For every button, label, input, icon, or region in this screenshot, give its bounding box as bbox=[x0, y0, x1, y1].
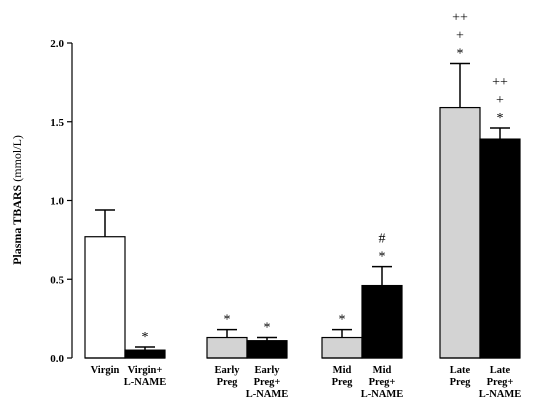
category-label: Preg+ bbox=[254, 377, 281, 388]
bar bbox=[479, 138, 521, 359]
significance-marker: ++ bbox=[452, 10, 468, 25]
category-label: Virgin bbox=[91, 365, 120, 376]
category-label: L-NAME bbox=[124, 377, 167, 388]
y-tick-label: 0.5 bbox=[50, 274, 64, 286]
bar bbox=[246, 340, 288, 359]
category-label: Late bbox=[450, 365, 471, 376]
significance-marker: * bbox=[457, 46, 464, 61]
bar bbox=[439, 106, 481, 359]
bar bbox=[206, 336, 248, 359]
category-label: Preg+ bbox=[369, 377, 396, 388]
significance-marker: ++ bbox=[492, 75, 508, 90]
y-tick-label: 2.0 bbox=[50, 38, 64, 50]
bar bbox=[84, 236, 126, 359]
category-label: Early bbox=[254, 365, 280, 376]
bar bbox=[361, 284, 403, 359]
bars bbox=[84, 62, 521, 359]
category-label: L-NAME bbox=[361, 389, 404, 400]
y-tick-label: 1.5 bbox=[50, 117, 64, 129]
category-label: L-NAME bbox=[246, 389, 289, 400]
category-label: Mid bbox=[373, 365, 392, 376]
category-label: Virgin+ bbox=[128, 365, 163, 376]
category-label: Mid bbox=[333, 365, 352, 376]
bar bbox=[124, 349, 166, 359]
category-label: Late bbox=[490, 365, 511, 376]
significance-marker: * bbox=[224, 313, 231, 328]
y-axis-title-unit: (mmol/L) bbox=[10, 135, 24, 185]
significance-marker: # bbox=[379, 232, 386, 247]
category-labels: Virgin Virgin+L-NAMEEarlyPregEarlyPreg+L-… bbox=[91, 365, 522, 400]
significance-marker: + bbox=[456, 28, 464, 43]
y-axis-title-bold: Plasma TBARS bbox=[10, 184, 24, 264]
category-label: Early bbox=[214, 365, 240, 376]
bar bbox=[321, 336, 363, 359]
y-tick-label: 1.0 bbox=[50, 196, 64, 208]
category-label: Preg bbox=[217, 377, 239, 388]
y-tick-label: 0.0 bbox=[50, 353, 64, 365]
y-axis-title: Plasma TBARS (mmol/L) bbox=[10, 135, 24, 265]
significance-marker: * bbox=[264, 321, 271, 336]
significance-marker: * bbox=[142, 330, 149, 345]
category-label: Preg+ bbox=[487, 377, 514, 388]
category-label: Preg bbox=[450, 377, 472, 388]
category-label: L-NAME bbox=[479, 389, 522, 400]
significance-markers: *****#*+++*+++ bbox=[142, 10, 508, 345]
significance-marker: + bbox=[496, 93, 504, 108]
significance-marker: * bbox=[497, 111, 504, 126]
significance-marker: * bbox=[339, 313, 346, 328]
significance-marker: * bbox=[379, 250, 386, 265]
y-axis: 0.0 0.5 1.0 1.5 2.0 bbox=[50, 38, 73, 365]
category-label: Preg bbox=[332, 377, 354, 388]
